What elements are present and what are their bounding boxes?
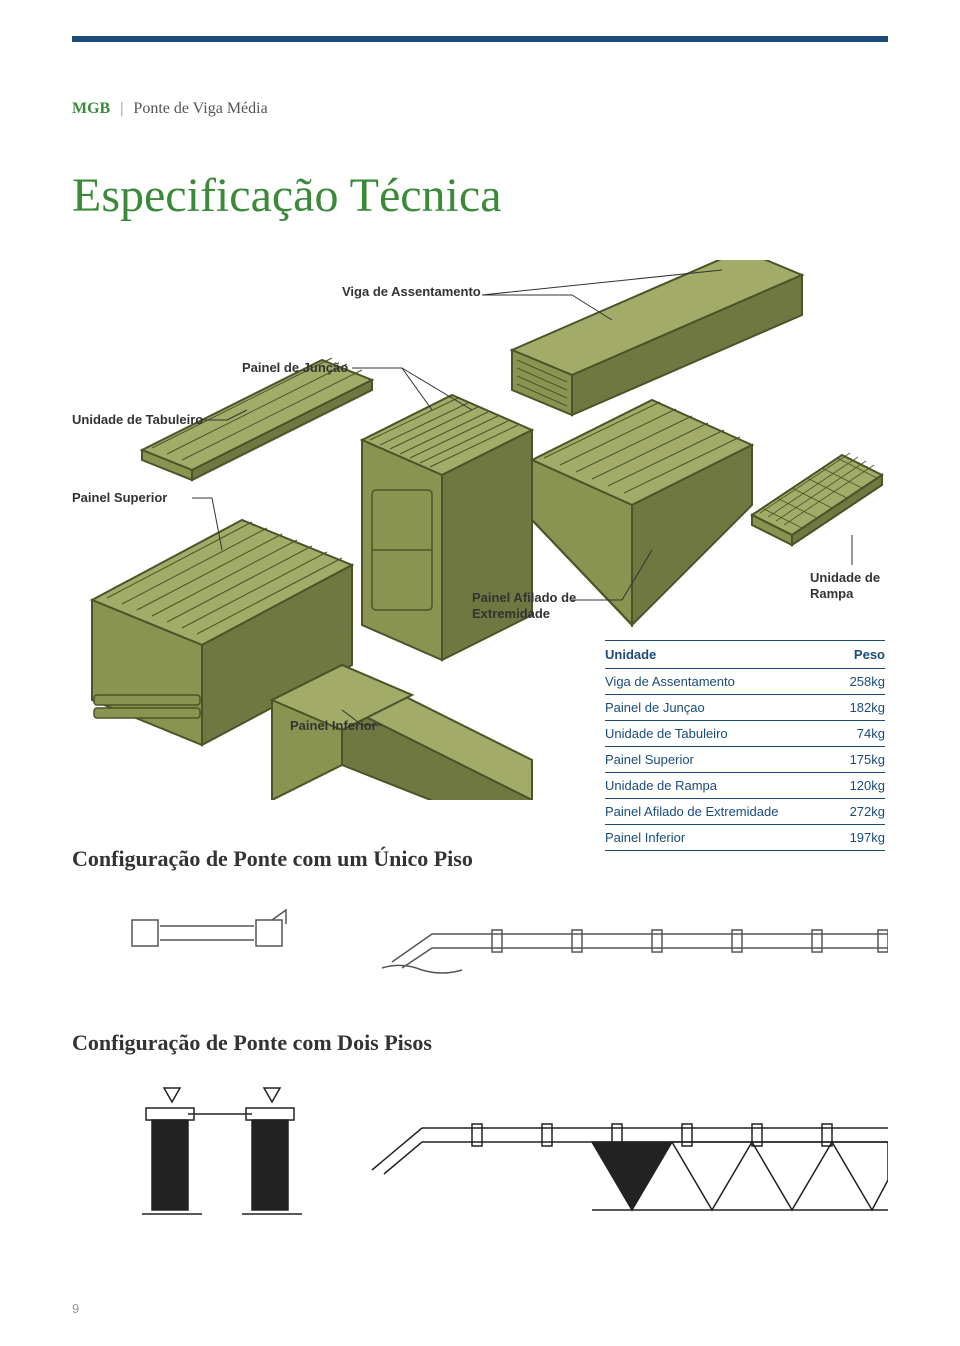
subtitle-config2: Configuração de Ponte com Dois Pisos <box>72 1030 432 1056</box>
subtitle-config1: Configuração de Ponte com um Único Piso <box>72 846 473 872</box>
header-line: MGB | Ponte de Viga Média <box>72 100 268 118</box>
top-rule <box>72 36 888 42</box>
table-row: Painel Superior175kg <box>605 747 885 773</box>
weight-table: Unidade Peso Viga de Assentamento258kg P… <box>605 640 885 851</box>
lbl-inferior: Painel Inferior <box>290 718 377 734</box>
config1-diagram <box>72 890 888 990</box>
page-title: Especificação Técnica <box>72 168 502 223</box>
lbl-juncao: Painel de Junção <box>242 360 348 376</box>
table-row: Viga de Assentamento258kg <box>605 669 885 695</box>
table-row: Painel de Junçao182kg <box>605 695 885 721</box>
page-number: 9 <box>72 1301 79 1316</box>
part-viga <box>512 260 802 415</box>
lbl-tabuleiro: Unidade de Tabuleiro <box>72 412 203 428</box>
part-rampa <box>752 453 882 545</box>
table-row: Painel Inferior197kg <box>605 825 885 851</box>
th-unit: Unidade <box>605 647 825 662</box>
lbl-viga: Viga de Assentamento <box>342 284 481 300</box>
brand: MGB <box>72 100 110 117</box>
separator: | <box>120 100 123 117</box>
config2-diagram <box>72 1080 888 1240</box>
table-row: Painel Afilado de Extremidade272kg <box>605 799 885 825</box>
th-weight: Peso <box>825 647 885 662</box>
lbl-rampa: Unidade de Rampa <box>810 570 880 601</box>
table-header: Unidade Peso <box>605 640 885 669</box>
lbl-superior: Painel Superior <box>72 490 167 506</box>
product-name: Ponte de Viga Média <box>133 100 267 117</box>
table-row: Unidade de Rampa120kg <box>605 773 885 799</box>
table-row: Unidade de Tabuleiro74kg <box>605 721 885 747</box>
lbl-afilado: Painel Afilado de Extremidade <box>472 590 576 621</box>
